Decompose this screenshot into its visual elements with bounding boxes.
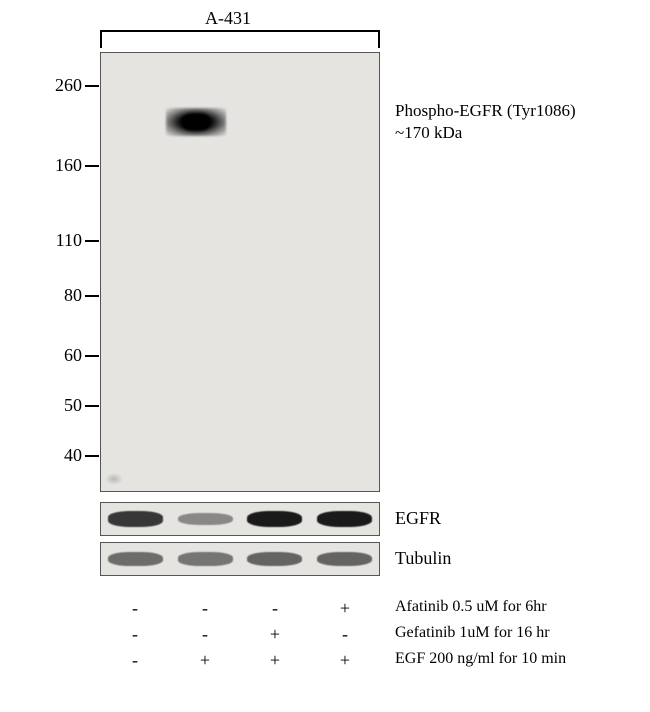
mw-marker-tick (85, 405, 99, 407)
lane (171, 543, 241, 575)
lane (240, 543, 310, 575)
sample-bracket (100, 30, 380, 48)
band (247, 552, 302, 567)
band (178, 513, 233, 526)
band (108, 552, 163, 566)
treatment-cell: + (310, 650, 380, 671)
phospho-egfr-band (166, 108, 226, 136)
main-blot-label: Phospho-EGFR (Tyr1086) ~170 kDa (395, 100, 576, 144)
lane (101, 503, 171, 535)
treatment-cell: - (170, 624, 240, 645)
treatment-cell: + (310, 598, 380, 619)
treatment-row: -+++ (100, 650, 380, 671)
mw-marker-label: 110 (32, 230, 82, 251)
band (317, 552, 372, 567)
mw-marker-label: 40 (32, 445, 82, 466)
treatment-cell: - (100, 624, 170, 645)
target-size: ~170 kDa (395, 122, 576, 144)
treatment-label: Gefatinib 1uM for 16 hr (395, 624, 550, 642)
treatment-row: --+- (100, 624, 380, 645)
lane (310, 543, 380, 575)
mw-marker-tick (85, 455, 99, 457)
treatment-cell: - (100, 598, 170, 619)
mw-marker-tick (85, 165, 99, 167)
band (108, 511, 163, 526)
small-blot-label: EGFR (395, 508, 441, 529)
treatment-cell: + (240, 650, 310, 671)
band (317, 511, 372, 527)
band (178, 552, 233, 566)
lane (310, 503, 380, 535)
main-blot-panel (100, 52, 380, 492)
treatment-cell: + (240, 624, 310, 645)
treatment-cell: - (240, 598, 310, 619)
mw-marker-tick (85, 85, 99, 87)
treatment-cell: + (170, 650, 240, 671)
small-blot-panel (100, 542, 380, 576)
mw-marker-label: 60 (32, 345, 82, 366)
treatment-cell: - (170, 598, 240, 619)
mw-marker-label: 50 (32, 395, 82, 416)
cell-line-label: A-431 (205, 8, 251, 29)
lane (101, 543, 171, 575)
treatment-row: ---+ (100, 598, 380, 619)
mw-marker-tick (85, 240, 99, 242)
lane (240, 503, 310, 535)
treatment-label: Afatinib 0.5 uM for 6hr (395, 598, 547, 616)
mw-marker-tick (85, 355, 99, 357)
target-name: Phospho-EGFR (Tyr1086) (395, 100, 576, 122)
small-blot-label: Tubulin (395, 548, 451, 569)
band (247, 511, 302, 527)
lane (171, 503, 241, 535)
mw-marker-label: 160 (32, 155, 82, 176)
mw-marker-tick (85, 295, 99, 297)
mw-marker-label: 80 (32, 285, 82, 306)
mw-marker-label: 260 (32, 75, 82, 96)
blot-artifact (105, 473, 123, 485)
small-blot-panel (100, 502, 380, 536)
treatment-cell: - (310, 624, 380, 645)
treatment-label: EGF 200 ng/ml for 10 min (395, 650, 566, 668)
treatment-cell: - (100, 650, 170, 671)
figure-container: A-431 260 160 110 80 60 50 40 Phospho-EGFR (Ty… (0, 0, 650, 712)
